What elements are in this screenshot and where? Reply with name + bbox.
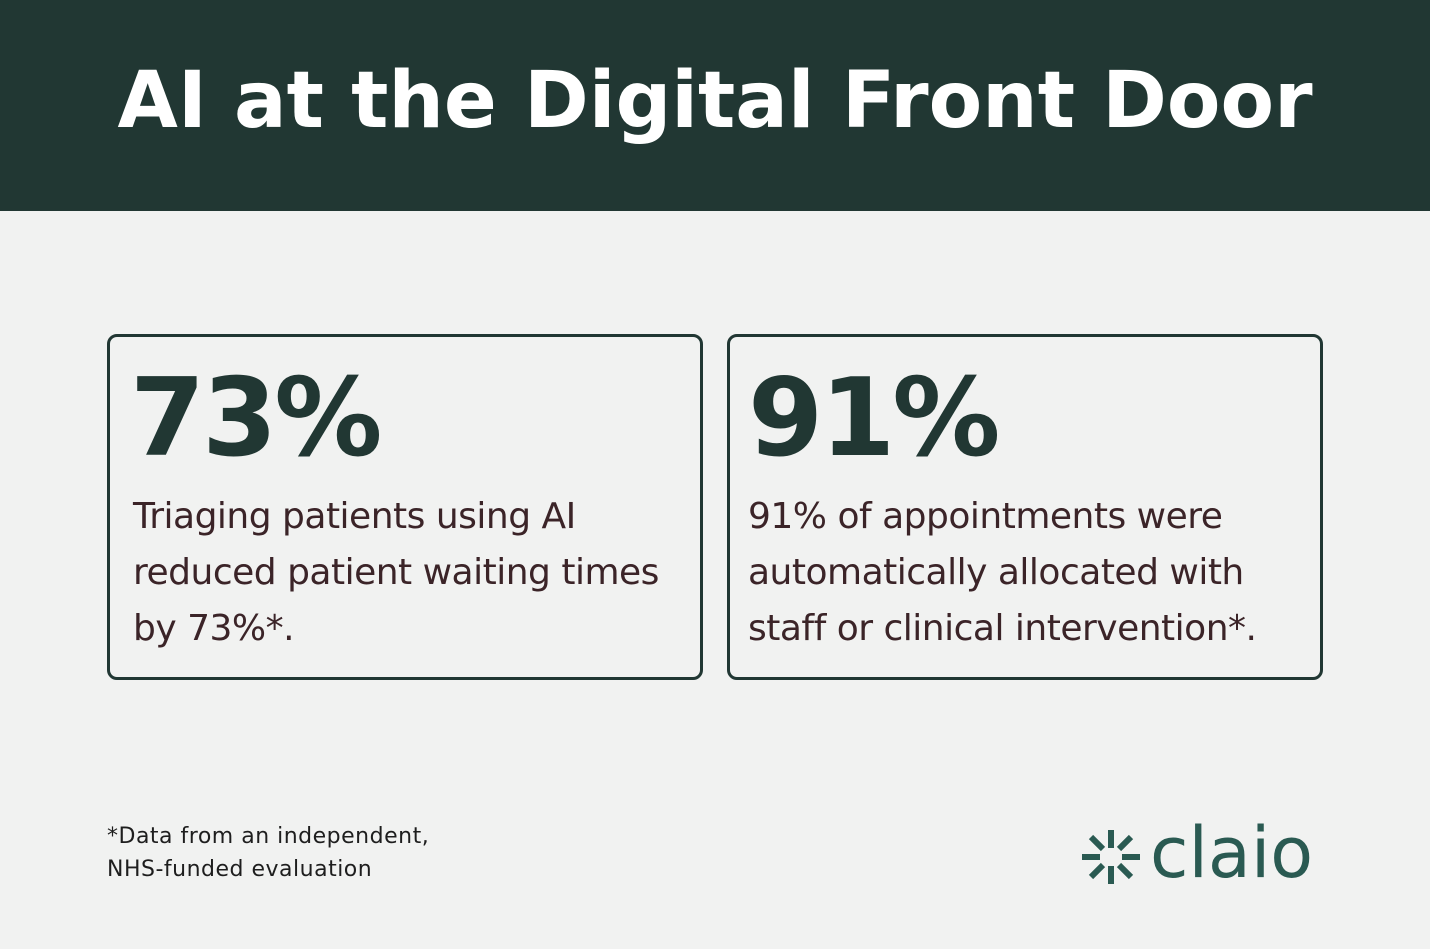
stat-description: Triaging patients using AI reduced patie… [133, 496, 659, 649]
footnote-line-1: *Data from an independent, [107, 824, 430, 849]
brand-name: claio [1150, 812, 1314, 894]
stat-card-waiting-times: 73% Triaging patients using AI reduced p… [107, 334, 703, 680]
footnote-line-2: NHS-funded evaluation [107, 857, 373, 882]
footnote: *Data from an independent, NHS-funded ev… [107, 820, 429, 886]
stat-value: 91% [748, 356, 1001, 481]
header-banner: AI at the Digital Front Door [0, 0, 1430, 211]
stat-value: 73% [130, 356, 383, 481]
page-title: AI at the Digital Front Door [117, 55, 1313, 146]
stat-description: 91% of appointments were automatically a… [748, 496, 1257, 649]
claio-asterisk-icon [1082, 830, 1140, 884]
stat-card-appointments: 91% 91% of appointments were automatical… [727, 334, 1323, 680]
brand-logo: claio [1080, 818, 1313, 892]
